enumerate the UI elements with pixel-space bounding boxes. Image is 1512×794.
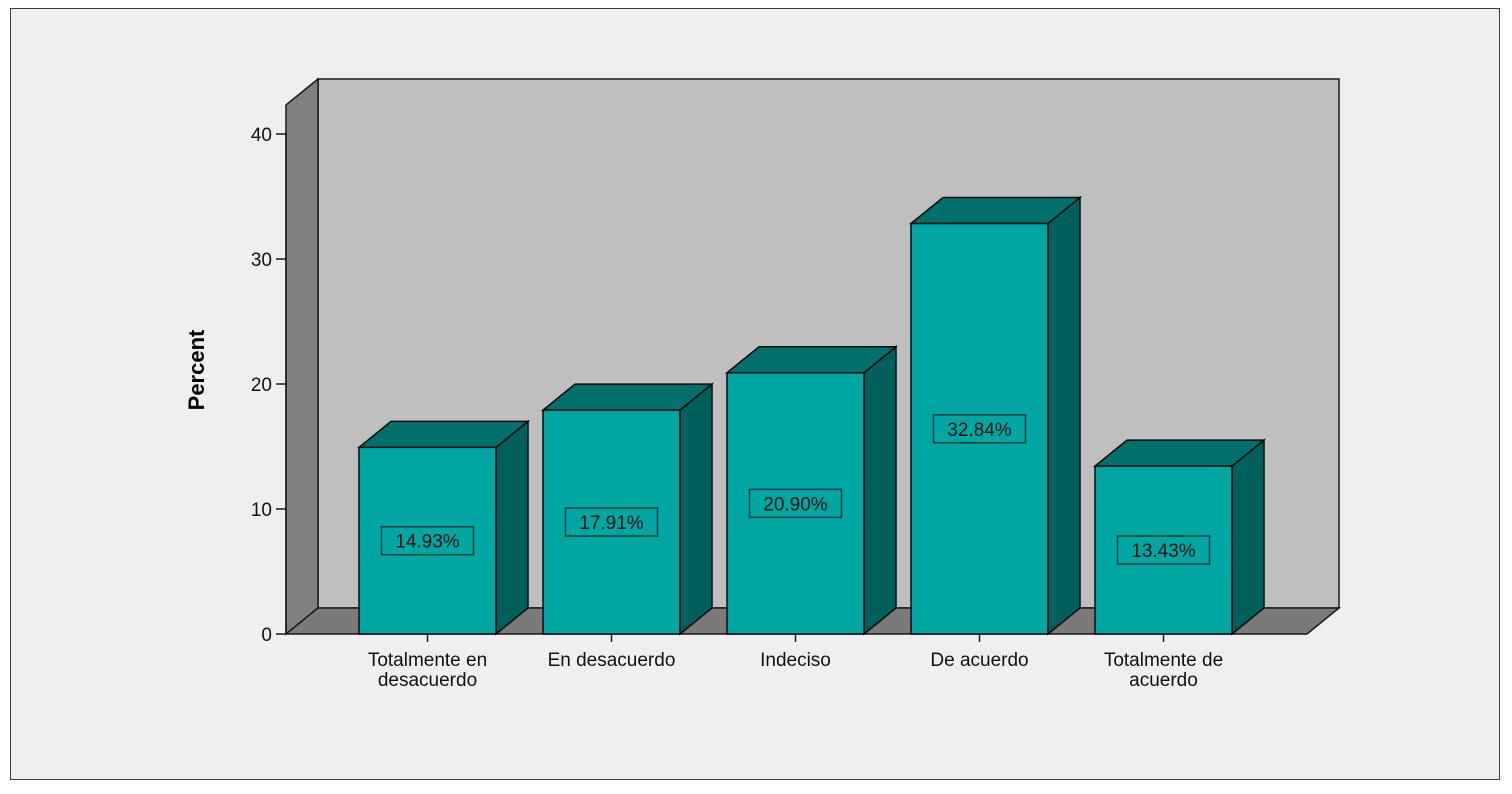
bar-side [863,345,897,636]
data-label-box [380,525,475,556]
y-tick-label: 30 [251,250,272,271]
x-tick-label: De acuerdo [930,650,1028,671]
data-label: 17.91% [579,513,644,534]
data-label-box [1116,535,1211,565]
x-tick-label: desacuerdo [378,670,477,691]
data-label-box [748,488,843,519]
x-tick-label: Totalmente en [368,650,487,671]
x-tick-label: En desacuerdo [548,650,676,671]
y-tick-label: 40 [251,125,272,146]
side-wall [285,77,319,636]
chart-frame: 0 10 20 30 40 14.93% 17.91% 20.90% 32.84% 13.43%… [10,8,1500,780]
x-tick-label: Indeciso [760,650,831,671]
y-tick-label: 0 [261,625,272,646]
x-tick-label: Totalmente de [1104,650,1223,671]
bars-group: 14.93% 17.91% 20.90% 32.84% 13.43% [356,195,1267,636]
bar-side [1231,438,1265,636]
y-tick-label: 20 [251,375,272,396]
data-label-box [932,414,1027,444]
bar-side [679,382,713,636]
bar-side [1047,195,1081,636]
y-axis: 0 10 20 30 40 [251,125,287,646]
data-label: 14.93% [395,532,460,553]
y-tick-label: 10 [251,500,272,521]
data-label: 13.43% [1131,541,1196,562]
data-label: 32.84% [947,420,1012,441]
data-label-box [564,507,659,537]
y-axis-title: Percent [184,329,209,410]
data-label: 20.90% [763,494,828,515]
bar-side [495,419,529,636]
x-tick-label: acuerdo [1129,670,1198,691]
bar-chart: 0 10 20 30 40 14.93% 17.91% 20.90% 32.84% 13.43%… [184,77,1342,691]
